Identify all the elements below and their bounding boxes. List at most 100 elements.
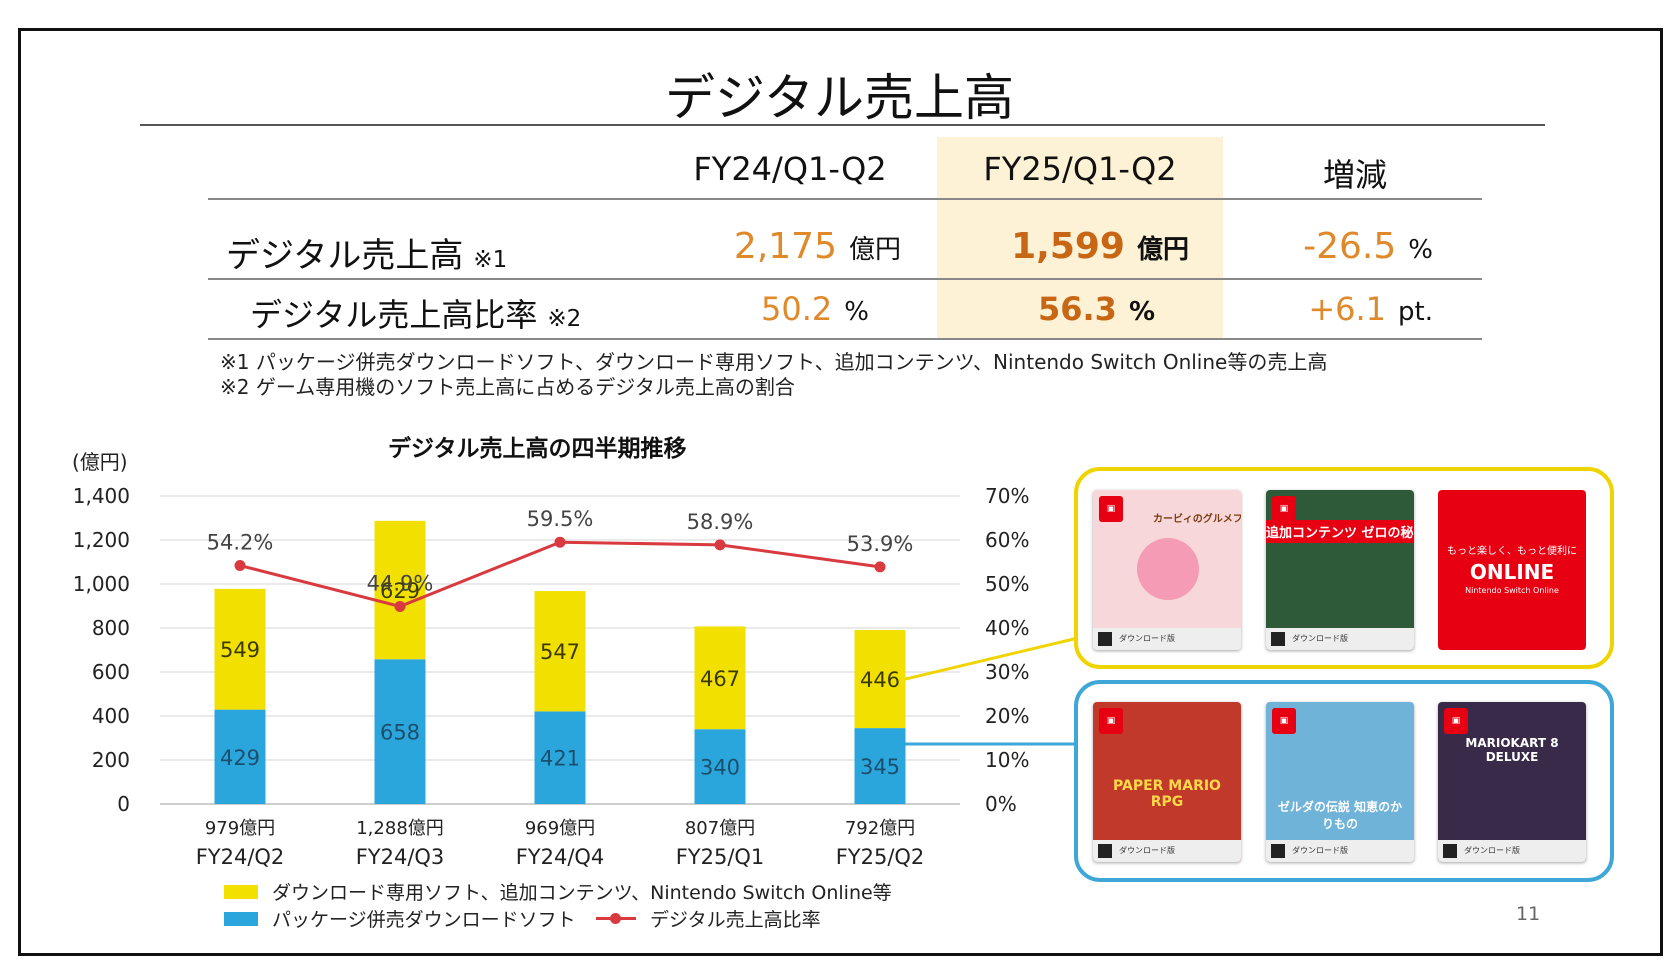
cell-change-digital-ratio: +6.1 pt. bbox=[1308, 290, 1433, 328]
dlc-title: 追加コンテンツ ゼロの秘宝 bbox=[1266, 520, 1414, 543]
bar-download-only bbox=[694, 626, 746, 730]
bar-download-only bbox=[854, 629, 906, 729]
ratio-label: 53.9% bbox=[847, 532, 914, 556]
row-label-digital-ratio: デジタル売上高比率 ※2 bbox=[250, 296, 582, 334]
bar-download-only bbox=[374, 520, 426, 660]
card-caption: ダウンロード版 bbox=[1266, 840, 1414, 862]
switch-logo-icon: ▣ bbox=[1272, 496, 1296, 522]
card-caption: ダウンロード版 bbox=[1266, 628, 1414, 650]
y2-tick-label: 70% bbox=[985, 484, 1029, 508]
cell-fy25-digital-ratio: 56.3% bbox=[1037, 290, 1155, 328]
bar-package-bundled bbox=[214, 709, 266, 804]
switch-logo-icon: ▣ bbox=[1099, 708, 1123, 734]
nso-subtitle: Nintendo Switch Online bbox=[1465, 586, 1559, 595]
bar-package-bundled bbox=[694, 729, 746, 804]
legend-line: デジタル売上高比率 bbox=[596, 905, 821, 932]
zelda-title: ゼルダの伝説 知恵のかりもの bbox=[1277, 800, 1403, 831]
y-tick-label: 400 bbox=[92, 704, 130, 728]
card-caption: ダウンロード版 bbox=[1093, 628, 1241, 650]
header-fy25: FY25/Q1-Q2 bbox=[983, 150, 1177, 188]
footnote-1: ※1 パッケージ併売ダウンロードソフト、ダウンロード専用ソフト、追加コンテンツ、… bbox=[220, 350, 1328, 374]
card-caption: ダウンロード版 bbox=[1438, 840, 1586, 862]
legend-yellow: ダウンロード専用ソフト、追加コンテンツ、Nintendo Switch Onli… bbox=[224, 878, 892, 905]
nso-card: もっと楽しく、もっと便利に ONLINE Nintendo Switch Onl… bbox=[1438, 490, 1586, 650]
bar-value-label-yellow: 446 bbox=[860, 668, 900, 692]
nso-tagline: もっと楽しく、もっと便利に bbox=[1447, 546, 1577, 557]
y2-tick-label: 30% bbox=[985, 660, 1029, 684]
bar-total-label: 1,288億円 bbox=[356, 818, 444, 839]
y-tick-label: 1,000 bbox=[73, 572, 130, 596]
bar-total-label: 807億円 bbox=[685, 818, 755, 839]
bar-value-label-blue: 340 bbox=[700, 756, 740, 780]
chart-title: デジタル売上高の四半期推移 bbox=[388, 436, 687, 462]
bar-value-label-yellow: 549 bbox=[220, 638, 260, 662]
x-tick-label: FY25/Q2 bbox=[836, 845, 925, 869]
ratio-point bbox=[554, 536, 566, 548]
y-tick-label: 1,400 bbox=[73, 484, 130, 508]
x-tick-label: FY24/Q3 bbox=[356, 845, 445, 869]
bar-package-bundled bbox=[854, 728, 906, 804]
cell-fy24-digital-ratio: 50.2% bbox=[761, 290, 869, 328]
bar-download-only bbox=[214, 588, 266, 710]
ratio-label: 54.2% bbox=[207, 531, 274, 555]
cell-fy25-digital-sales: 1,599 億円 bbox=[1011, 226, 1189, 267]
nso-logo: ONLINE bbox=[1469, 560, 1555, 584]
header-change: 増減 bbox=[1322, 156, 1387, 194]
slide-title: デジタル売上高 bbox=[665, 69, 1014, 127]
legend-line-marker bbox=[596, 913, 636, 924]
mario-kart-title: MARIOKART 8 DELUXE bbox=[1465, 736, 1559, 764]
y-tick-label: 0 bbox=[117, 792, 130, 816]
y-tick-label: 600 bbox=[92, 660, 130, 684]
kirby-card: ▣ カービィのグルメフェス ダウンロード版 bbox=[1093, 490, 1241, 650]
table-rule-top bbox=[208, 198, 1482, 200]
card-caption: ダウンロード版 bbox=[1093, 840, 1241, 862]
row-label-digital-sales: デジタル売上高 ※1 bbox=[226, 236, 508, 276]
title-divider bbox=[140, 124, 1545, 126]
y-tick-label: 1,200 bbox=[73, 528, 130, 552]
legend-swatch-blue bbox=[224, 911, 258, 926]
connector-yellow bbox=[905, 636, 1079, 681]
switch-logo-icon: ▣ bbox=[1272, 708, 1296, 734]
legend-label-yellow: ダウンロード専用ソフト、追加コンテンツ、Nintendo Switch Onli… bbox=[272, 882, 892, 904]
page-number: 11 bbox=[1516, 903, 1541, 925]
paper-mario-card: ▣ PAPER MARIO RPG ダウンロード版 bbox=[1093, 702, 1241, 862]
bar-value-label-blue: 429 bbox=[220, 746, 260, 770]
download-only-frame bbox=[1074, 467, 1614, 669]
bar-value-label-yellow: 547 bbox=[540, 640, 580, 664]
kirby-title: カービィのグルメフェス bbox=[1153, 514, 1241, 525]
legend-swatch-yellow bbox=[224, 884, 258, 899]
bar-total-label: 792億円 bbox=[845, 818, 915, 839]
x-tick-label: FY25/Q1 bbox=[676, 845, 765, 869]
x-tick-label: FY24/Q4 bbox=[516, 845, 605, 869]
package-frame bbox=[1074, 680, 1614, 882]
bar-value-label-blue: 421 bbox=[540, 747, 580, 771]
ratio-label: 58.9% bbox=[687, 510, 754, 534]
table-rule-bottom bbox=[208, 338, 1482, 340]
y-tick-label: 800 bbox=[92, 616, 130, 640]
y2-tick-label: 0% bbox=[985, 792, 1017, 816]
bar-value-label-blue: 658 bbox=[380, 721, 420, 745]
y2-tick-label: 60% bbox=[985, 528, 1029, 552]
dlc-card: ▣ 追加コンテンツ ゼロの秘宝 ダウンロード版 bbox=[1266, 490, 1414, 650]
ratio-point bbox=[234, 560, 246, 572]
bar-download-only bbox=[534, 591, 586, 712]
table-rule-mid bbox=[208, 278, 1482, 280]
y2-tick-label: 10% bbox=[985, 748, 1029, 772]
header-fy24: FY24/Q1-Q2 bbox=[693, 150, 887, 188]
y2-tick-label: 20% bbox=[985, 704, 1029, 728]
mario-kart-card: ▣ MARIOKART 8 DELUXE ダウンロード版 bbox=[1438, 702, 1586, 862]
bar-total-label: 969億円 bbox=[525, 818, 595, 839]
ratio-point bbox=[714, 539, 726, 551]
bar-value-label-yellow: 629 bbox=[380, 579, 420, 603]
footnote-2: ※2 ゲーム専用機のソフト売上高に占めるデジタル売上高の割合 bbox=[220, 375, 795, 399]
bar-value-label-blue: 345 bbox=[860, 755, 900, 779]
y-tick-label: 200 bbox=[92, 748, 130, 772]
cell-change-digital-sales: -26.5% bbox=[1303, 226, 1433, 267]
ratio-label: 44.9% bbox=[367, 571, 434, 595]
kirby-illustration bbox=[1137, 538, 1199, 600]
legend-blue: パッケージ併売ダウンロードソフト bbox=[224, 905, 576, 932]
y2-tick-label: 50% bbox=[985, 572, 1029, 596]
cell-fy24-digital-sales: 2,175 億円 bbox=[733, 226, 901, 267]
bar-package-bundled bbox=[374, 659, 426, 804]
